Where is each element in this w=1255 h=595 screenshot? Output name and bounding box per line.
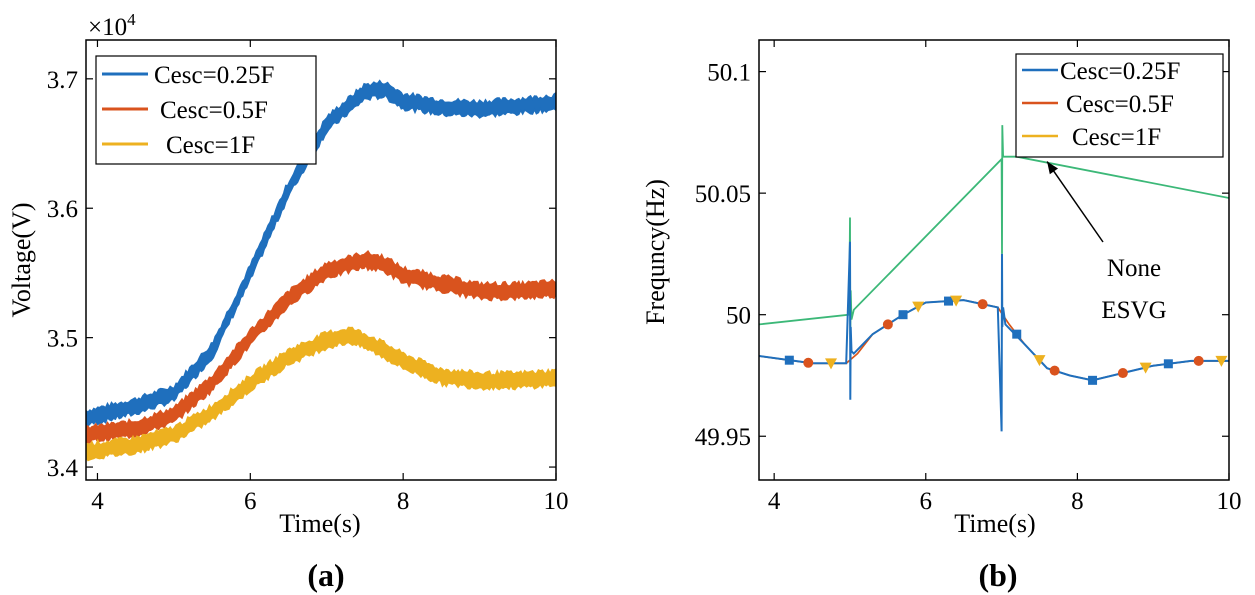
panel-b-series-1-marker [1049, 365, 1060, 376]
panel-a-series-1-band [86, 250, 556, 446]
panel-b-x-tick-label: 10 [1217, 488, 1242, 515]
panel-b-series-0-marker [1163, 359, 1173, 369]
panel-b-frequency-chart: 4 6 8 10 49.95 50 50.05 50.1 Time(s) Frequncy(H… [641, 39, 1242, 593]
panel-a-series-2-band [86, 326, 556, 462]
panel-b-legend: Cesc=0.25F Cesc=0.5F Cesc=1F [1015, 53, 1224, 158]
panel-b-y-tick-label: 50.05 [695, 181, 751, 208]
panel-a-y-tick-label: 3.6 [47, 196, 78, 223]
panel-b-x-tick-label: 6 [920, 488, 933, 515]
panel-b-caption: (b) [978, 557, 1017, 593]
panel-a-y-axis-label: Voltage(V) [7, 202, 36, 317]
panel-a-ticks: 4 6 8 10 3.4 3.5 3.6 3.7 [47, 40, 569, 515]
panel-b-series-2-marker [1215, 355, 1228, 367]
panel-a-x-tick-label: 4 [91, 488, 104, 515]
panel-b-series-2-marker [1033, 355, 1046, 367]
panel-a-axes-frame [85, 39, 557, 481]
panel-b-legend-label-2: Cesc=1F [1072, 124, 1161, 151]
panel-b-y-axis-label: Frequncy(Hz) [641, 179, 670, 325]
panel-b-annotation-line-0: None [1107, 255, 1161, 282]
panel-b-y-tick-label: 50 [726, 303, 751, 330]
panel-b-series-2-marker [912, 301, 925, 313]
panel-b-series-0-marker [784, 355, 794, 365]
panel-a-caption: (a) [307, 557, 344, 593]
panel-a-y-tick-label: 3.4 [47, 455, 79, 482]
panel-a-exponent-label: ×104 [88, 10, 136, 41]
panel-b-annotation-arrow-head [1047, 161, 1059, 175]
panel-b-series-1-marker [803, 357, 814, 368]
panel-b-series-1-marker [882, 319, 893, 330]
panel-b-legend-label-0: Cesc=0.25F [1060, 58, 1180, 85]
panel-a-y-tick-label: 3.5 [47, 326, 78, 353]
panel-a-series-0-band [86, 79, 556, 427]
panel-b-x-axis-label: Time(s) [954, 509, 1035, 538]
panel-a-legend: Cesc=0.25F Cesc=0.5F Cesc=1F [95, 55, 317, 165]
panel-b-series-1-marker [977, 299, 988, 310]
panel-a-x-tick-label: 10 [544, 488, 569, 515]
panel-a-legend-label-2: Cesc=1F [166, 132, 255, 159]
panel-b-series-2-marker [825, 358, 838, 370]
panel-b-series-0-marker [1088, 375, 1098, 385]
panel-a-legend-label-0: Cesc=0.25F [154, 62, 274, 89]
panel-b-series-1-marker [1117, 368, 1128, 379]
panel-b-series-0-marker [1012, 329, 1022, 339]
panel-a-plot-area [86, 79, 556, 462]
panel-b-series-2-marker [1139, 362, 1152, 374]
panel-b-plot-area [759, 125, 1229, 432]
panel-a-y-tick-label: 3.7 [47, 67, 78, 94]
panel-a-legend-label-1: Cesc=0.5F [160, 97, 268, 124]
panel-b-x-tick-label: 8 [1071, 488, 1084, 515]
panel-b-none-esvg-line [759, 125, 1229, 340]
panel-b-y-tick-label: 50.1 [707, 60, 751, 87]
panel-b-axes-frame [758, 39, 1230, 481]
panel-b-series-0-marker [898, 310, 908, 320]
panel-b-y-tick-label: 49.95 [695, 424, 751, 451]
panel-a-voltage-chart: 4 6 8 10 3.4 3.5 3.6 3.7 ×104 Time(s) Voltage(V… [7, 10, 569, 593]
panel-b-series-2-marker [950, 295, 963, 307]
panel-a-x-axis-label: Time(s) [279, 509, 360, 538]
panel-b-x-tick-label: 4 [768, 488, 781, 515]
panel-a-x-tick-label: 8 [397, 488, 410, 515]
panel-b-ticks: 4 6 8 10 49.95 50 50.05 50.1 [695, 40, 1242, 515]
panel-b-series-1-marker [1193, 355, 1204, 366]
panel-b-series-0-marker [944, 296, 954, 306]
panel-b-annotation: None ESVG [1046, 161, 1167, 324]
panel-a-x-tick-label: 6 [244, 488, 257, 515]
panel-b-legend-label-1: Cesc=0.5F [1066, 91, 1174, 118]
panel-b-annotation-line-1: ESVG [1101, 297, 1166, 324]
panel-b-annotation-arrow-line [1046, 161, 1104, 243]
